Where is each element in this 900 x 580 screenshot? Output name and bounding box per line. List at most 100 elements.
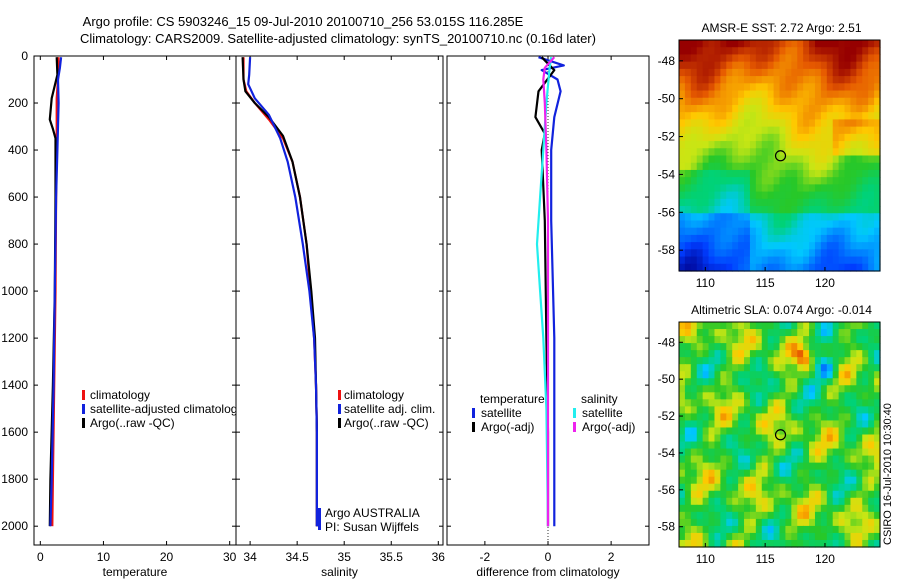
map-cell [690,420,698,429]
map-cell [761,256,769,265]
map-cell [832,378,840,386]
map-cell [726,206,733,214]
map-cell [874,364,881,372]
map-cell [868,504,875,513]
map-cell [844,249,852,258]
map-cell [773,336,781,344]
map-cell [832,263,840,272]
map-cell [684,441,692,450]
map-cell [749,227,757,236]
x-tick-label: 120 [815,552,835,566]
map-cell [803,162,810,171]
map-cell [791,68,798,77]
map-cell [744,155,751,164]
map-cell [874,497,881,506]
map-cell [820,511,828,520]
map-cell [744,518,751,527]
map-cell [767,497,775,506]
map-cell [814,469,822,478]
map-cell [785,191,792,200]
map-cell [814,148,822,157]
map-cell [844,227,852,236]
map-cell [726,256,733,265]
map-field [679,322,881,548]
map-cell [732,441,739,450]
map-cell [856,336,863,344]
map-cell [702,198,710,207]
map-cell [708,263,716,272]
map-cell [755,518,763,527]
legend-label: satellite [582,406,623,420]
map-cell [755,532,763,541]
map-cell [738,220,745,229]
map-cell [684,420,692,429]
map-cell [797,133,804,142]
map-cell [773,378,781,386]
map-cell [696,371,704,379]
map-cell [874,162,881,171]
map-cell [814,162,822,171]
map-cell [684,329,692,337]
map-cell [696,490,704,499]
map-cell [726,511,733,520]
map-cell [874,455,881,464]
map-cell [679,227,686,236]
map-cell [684,343,692,351]
map-cell [702,490,710,499]
map-cell [726,532,733,541]
map-cell [868,525,875,534]
map-cell [773,371,781,379]
map-cell [820,322,828,330]
map-cell [744,68,751,77]
map-cell [797,47,804,56]
map-cell [809,263,816,272]
map-cell [714,406,721,415]
map-cell [732,413,739,422]
map-cell [856,441,863,450]
map-cell [814,413,822,422]
map-cell [820,162,828,171]
map-cell [714,441,721,450]
map-cell [696,206,704,214]
map-cell [785,263,792,272]
map-cell [856,76,863,84]
map-cell [809,378,816,386]
map-cell [868,68,875,77]
map-cell [803,504,810,513]
map-cell [832,177,840,185]
map-cell [791,462,798,471]
map-cell [726,263,733,272]
map-cell [749,350,757,358]
map-cell [862,61,869,70]
map-cell [803,357,810,365]
map-cell [785,213,792,222]
map-cell [761,97,769,106]
map-cell [773,476,781,485]
map-cell [714,511,721,520]
map-cell [820,490,828,499]
map-cell [679,61,686,70]
map-cell [862,133,869,142]
map-cell [797,413,804,422]
map-cell [720,490,727,499]
map-cell [809,364,816,372]
map-cell [761,497,769,506]
map-cell [874,148,881,157]
map-cell [773,206,781,214]
map-cell [684,126,692,135]
map-cell [744,148,751,157]
map-cell [862,483,869,492]
map-cell [738,525,745,534]
map-cell [720,511,727,520]
map-cell [844,357,852,365]
map-cell [862,198,869,207]
map-cell [832,441,840,450]
map-cell [785,206,792,214]
map-cell [809,133,816,142]
map-cell [744,133,751,142]
map-cell [744,206,751,214]
map-cell [684,148,692,157]
map-cell [785,455,792,464]
map-cell [779,399,787,407]
map-cell [874,112,881,121]
